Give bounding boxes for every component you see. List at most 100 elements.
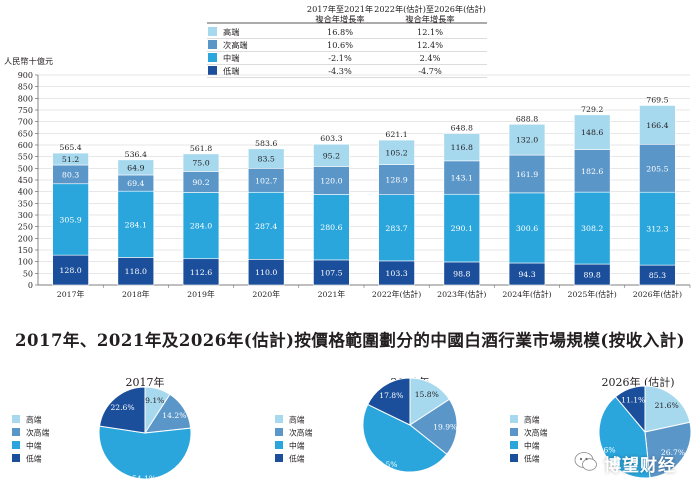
pie-slice-low xyxy=(367,377,411,426)
pie-slice-label-low: 17.8% xyxy=(379,391,403,400)
bar-segment-mid xyxy=(508,192,546,264)
pie-slice-label-high: 21.6% xyxy=(655,401,679,410)
y-tick-label: 450 xyxy=(18,176,33,185)
bar-segment-low xyxy=(378,260,415,286)
pie-slice-mid xyxy=(362,403,448,473)
y-tick-label: 400 xyxy=(18,188,33,197)
y-tick-label: 900 xyxy=(18,71,33,80)
pie-legend-swatch-sub_high xyxy=(275,428,283,436)
pie-slice-sub_high xyxy=(409,398,458,455)
y-tick-label: 250 xyxy=(18,223,33,232)
data-label-high: 148.6 xyxy=(581,128,603,137)
pie-title: 2017年 xyxy=(126,375,165,389)
bar-segment-sub_high xyxy=(378,164,415,196)
pie-legend-swatch-mid xyxy=(510,441,518,449)
cagr-2017-2021-mid: -2.1% xyxy=(328,53,352,63)
x-tick-label: 2022年(估計) xyxy=(372,289,421,299)
x-tick-label: 2026年(估計) xyxy=(633,289,682,299)
y-tick-label: 600 xyxy=(18,141,33,150)
x-tick-label: 2021年 xyxy=(318,289,346,299)
bar-segment-mid xyxy=(117,190,155,258)
legend-label-low: 低端 xyxy=(223,66,239,76)
pie-legend-label: 次高端 xyxy=(289,428,313,438)
pie-slice-label-sub_high: 19.9% xyxy=(433,423,457,432)
legend-label-mid: 中端 xyxy=(223,53,239,63)
data-label-mid: 312.3 xyxy=(646,225,668,234)
pie-legend-label: 中端 xyxy=(289,441,305,451)
data-label-high: 83.5 xyxy=(258,155,275,164)
pie-legend-swatch-mid xyxy=(275,441,283,449)
bar-segment-high xyxy=(573,114,611,150)
y-tick-label: 300 xyxy=(18,211,33,220)
y-tick-label: 500 xyxy=(18,164,33,173)
cagr-header-2: 複合年增長率 xyxy=(405,14,454,24)
total-label: 729.2 xyxy=(581,105,603,114)
data-label-low: 85.3 xyxy=(649,271,666,280)
pie-slice-label-mid: 54.1% xyxy=(132,474,156,483)
pie-slice-label-mid: 40.6% xyxy=(591,446,615,455)
watermark: 博望财经 xyxy=(574,446,694,480)
pie-slice-low xyxy=(98,386,146,434)
legend-swatch-sub_high xyxy=(208,40,217,49)
cagr-header-2: 2022年(估計)至2026年(估計) xyxy=(374,4,486,14)
data-label-sub_high: 90.2 xyxy=(192,178,209,187)
data-label-mid: 305.9 xyxy=(59,215,81,224)
bar-segment-sub_high xyxy=(443,160,481,195)
data-label-high: 51.2 xyxy=(62,155,79,164)
x-tick-label: 2025年(估計) xyxy=(568,289,617,299)
data-label-mid: 287.4 xyxy=(255,222,277,231)
data-label-high: 75.0 xyxy=(192,159,209,168)
total-label: 565.4 xyxy=(59,143,81,152)
pie-legend-swatch-high xyxy=(275,415,283,423)
data-label-high: 116.8 xyxy=(451,143,473,152)
pie-legend-label: 低端 xyxy=(524,454,540,464)
y-tick-label: 550 xyxy=(18,153,33,162)
bar-segment-high xyxy=(182,153,220,172)
cagr-2022-2026-mid: 2.4% xyxy=(420,53,441,63)
pie-legend-swatch-low xyxy=(510,454,518,462)
pie-slice-mid xyxy=(598,396,651,479)
bar-segment-sub_high xyxy=(508,154,546,194)
data-label-mid: 308.2 xyxy=(581,224,603,233)
total-label: 561.8 xyxy=(190,144,212,153)
data-label-sub_high: 161.9 xyxy=(516,170,538,179)
data-label-low: 94.3 xyxy=(518,270,535,279)
y-tick-label: 200 xyxy=(18,234,33,243)
data-label-sub_high: 102.7 xyxy=(255,176,277,185)
bar-segment-mid xyxy=(52,183,89,256)
bar-segment-low xyxy=(247,259,285,286)
data-label-mid: 284.1 xyxy=(125,220,147,229)
pie-slice-high xyxy=(644,385,691,433)
pie-legend-swatch-mid xyxy=(12,441,20,449)
bar-segment-sub_high xyxy=(313,166,350,195)
pie-legend-swatch-high xyxy=(510,415,518,423)
pie-slice-label-sub_high: 14.2% xyxy=(162,411,186,420)
data-label-low: 103.3 xyxy=(385,269,407,278)
x-tick-label: 2019年 xyxy=(187,289,215,299)
pie-legend-swatch-sub_high xyxy=(510,428,518,436)
pie-legend-swatch-high xyxy=(12,415,20,423)
bar-segment-low xyxy=(117,257,155,286)
bar-segment-sub_high xyxy=(573,149,611,193)
pie-title: 2026年 (估計) xyxy=(601,375,674,389)
legend-label-sub_high: 次高端 xyxy=(223,40,248,50)
data-label-sub_high: 69.4 xyxy=(127,179,144,188)
pie-legend-label: 中端 xyxy=(524,441,540,451)
bar-segment-high xyxy=(117,159,155,176)
y-tick-label: 800 xyxy=(18,94,33,103)
data-label-low: 110.0 xyxy=(255,268,277,277)
pie-slice-label-low: 22.6% xyxy=(110,403,134,412)
data-label-sub_high: 80.3 xyxy=(62,170,79,179)
cagr-header-1: 2017年至2021年 xyxy=(307,4,373,14)
data-label-mid: 300.6 xyxy=(516,224,538,233)
x-tick-label: 2018年 xyxy=(122,289,150,299)
x-tick-label: 2023年(估計) xyxy=(437,289,486,299)
cagr-2017-2021-low: -4.3% xyxy=(328,66,352,76)
pie-slice-label-mid: 46.5% xyxy=(373,460,397,469)
y-tick-label: 0 xyxy=(28,281,33,290)
pie-slice-sub_high xyxy=(644,421,692,479)
bar-segment-high xyxy=(443,133,481,162)
x-tick-label: 2017年 xyxy=(57,289,85,299)
